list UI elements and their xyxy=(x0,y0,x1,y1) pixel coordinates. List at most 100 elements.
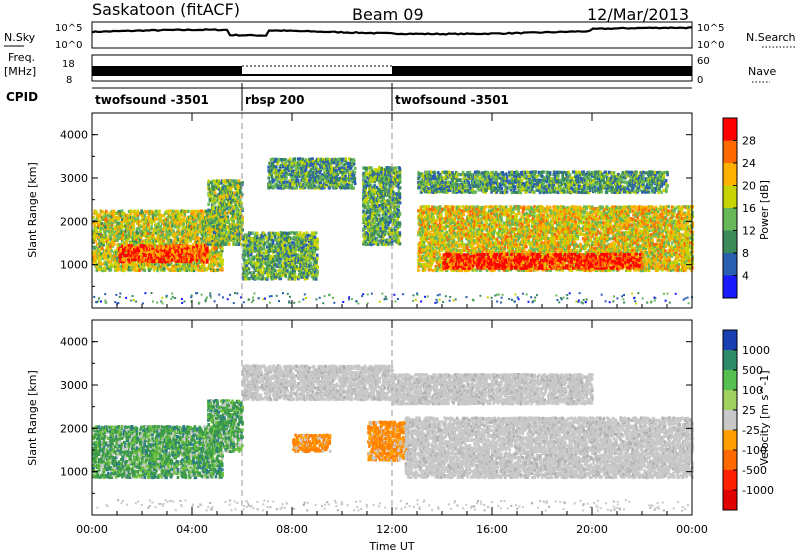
echo-cell xyxy=(123,217,126,222)
nsearch-tick-bottom: 10^0 xyxy=(697,40,724,51)
echo-cell xyxy=(101,266,105,271)
echo-cell xyxy=(167,268,171,272)
echo-cell xyxy=(140,213,143,217)
echo-cell xyxy=(274,269,277,273)
echo-cell xyxy=(95,229,99,233)
echo-cell xyxy=(100,243,103,247)
echo-cell xyxy=(185,209,189,213)
echo-cell xyxy=(129,262,133,266)
echo-cell xyxy=(164,233,167,237)
echo-cell xyxy=(98,233,101,237)
echo-cell xyxy=(140,235,143,239)
echo-cell xyxy=(364,179,367,183)
echo-cell xyxy=(301,157,305,161)
echo-cell xyxy=(166,231,170,235)
echo-cell xyxy=(336,177,339,181)
echo-cell xyxy=(95,242,99,246)
echo-cell xyxy=(148,209,151,213)
echo-cell xyxy=(145,239,149,243)
echo-cell xyxy=(158,227,162,231)
echo-cell xyxy=(105,216,108,220)
echo-cell xyxy=(162,266,166,271)
echo-cell xyxy=(143,239,146,243)
echo-cell xyxy=(316,265,319,269)
nave-label: Nave xyxy=(748,65,776,78)
echo-cell xyxy=(99,268,102,272)
echo-cell xyxy=(131,222,135,226)
echo-cell xyxy=(375,238,379,242)
echo-cell xyxy=(316,269,319,273)
echo-cell xyxy=(101,217,105,221)
echo-cell xyxy=(98,239,101,243)
echo-cell xyxy=(138,264,142,268)
echo-cell xyxy=(96,247,100,251)
echo-cell xyxy=(216,268,220,272)
echo-cell xyxy=(132,268,135,272)
echo-cell xyxy=(173,221,176,225)
echo-cell xyxy=(123,268,126,272)
echo-cell xyxy=(95,266,99,270)
echo-cell xyxy=(157,235,160,239)
echo-cell xyxy=(110,215,113,219)
echo-cell xyxy=(109,246,113,251)
echo-cell xyxy=(154,237,158,241)
echo-cell xyxy=(177,233,181,237)
echo-cell xyxy=(117,217,120,221)
echo-cell xyxy=(221,266,224,271)
echo-cell xyxy=(93,231,97,235)
echo-cell xyxy=(142,266,146,270)
echo-cell xyxy=(134,231,137,235)
echo-cell xyxy=(186,219,190,223)
echo-cell xyxy=(129,241,133,245)
echo-cell xyxy=(160,268,163,272)
echo-cell xyxy=(149,262,152,266)
echo-cell xyxy=(136,221,140,226)
echo-cell xyxy=(106,241,110,245)
echo-cell xyxy=(101,256,104,260)
echo-cell xyxy=(160,233,163,237)
echo-cell xyxy=(161,219,165,223)
echo-cell xyxy=(297,160,301,164)
echo-cell xyxy=(105,236,109,240)
echo-cell xyxy=(159,215,162,219)
echo-cell xyxy=(148,219,151,223)
echo-cell xyxy=(178,231,182,235)
echo-cell xyxy=(105,248,109,253)
echo-cell xyxy=(379,217,382,221)
echo-cell xyxy=(111,256,115,260)
echo-cell xyxy=(109,244,112,248)
echo-cell xyxy=(143,254,146,258)
echo-cell xyxy=(121,266,125,270)
echo-cell xyxy=(151,262,154,266)
echo-cell xyxy=(316,245,319,249)
echo-cell xyxy=(103,217,107,222)
echo-cell xyxy=(167,263,171,267)
echo-cell xyxy=(125,237,128,241)
echo-cell xyxy=(115,219,118,223)
echo-cell xyxy=(121,217,124,221)
echo-cell xyxy=(364,172,368,176)
echo-cell xyxy=(135,219,139,223)
echo-cell xyxy=(105,209,108,213)
echo-cell xyxy=(146,263,150,267)
echo-cell xyxy=(178,229,181,233)
echo-cell xyxy=(113,231,116,235)
echo-cell xyxy=(95,249,99,253)
echo-cell xyxy=(103,229,107,233)
echo-cell xyxy=(221,258,224,262)
echo-cell xyxy=(181,229,184,233)
echo-cell xyxy=(104,260,108,264)
echo-cell xyxy=(158,240,162,244)
echo-cell xyxy=(333,161,336,165)
echo-cell xyxy=(159,225,163,229)
echo-cell xyxy=(150,219,154,223)
echo-cell xyxy=(145,221,149,225)
echo-cell xyxy=(174,225,177,229)
echo-cell xyxy=(130,227,133,231)
echo-cell xyxy=(127,264,131,268)
echo-cell xyxy=(183,213,187,217)
echo-cell xyxy=(242,271,245,275)
echo-cell xyxy=(109,252,112,256)
echo-cell xyxy=(151,233,155,237)
echo-cell xyxy=(148,217,151,221)
